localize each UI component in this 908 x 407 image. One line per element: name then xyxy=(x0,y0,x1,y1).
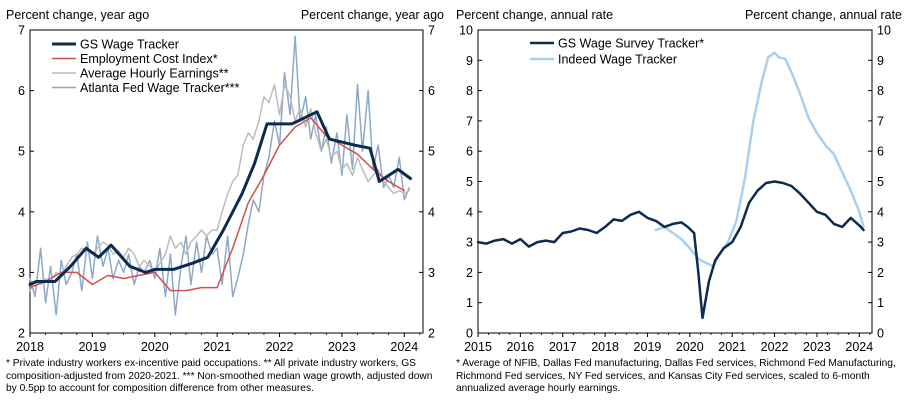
right-y-tick-label-right: 8 xyxy=(877,84,884,98)
left-y-tick-label-left: 6 xyxy=(18,84,25,98)
right-x-tick-label: 2015 xyxy=(464,340,492,354)
right-series-line-indeed-wage-tracker xyxy=(654,51,865,268)
right-wage-chart: 0 0 1 1 2 2 3 3 4 4 5 5 6 6 7 7 8 8 9 9 10 10 2015 2016 2017 2018… xyxy=(459,24,891,355)
right-y-tick-label-right: 7 xyxy=(877,114,884,128)
left-legend-label-atlanta-fed-wage-tracker: Atlanta Fed Wage Tracker*** xyxy=(80,81,239,95)
right-y-tick-label-left: 9 xyxy=(466,54,473,68)
left-x-tick-label: 2021 xyxy=(203,340,231,354)
left-series-line-gs-wage-tracker xyxy=(28,110,412,286)
left-x-tick-label: 2022 xyxy=(266,340,294,354)
right-y-tick-label-right: 9 xyxy=(877,54,884,68)
right-y-tick-label-left: 4 xyxy=(466,205,473,219)
left-y-tick-label-right: 3 xyxy=(428,266,435,280)
right-y-tick-label-left: 3 xyxy=(466,236,473,250)
left-chart-right-axis-title: Percent change, year ago xyxy=(301,8,444,22)
left-plot-frame xyxy=(29,29,424,334)
left-y-tick-label-left: 2 xyxy=(18,327,25,341)
right-x-tick-label: 2017 xyxy=(549,340,577,354)
right-y-tick-label-right: 1 xyxy=(877,296,884,310)
left-y-tick-label-right: 4 xyxy=(428,205,435,219)
right-x-tick-label: 2023 xyxy=(803,340,831,354)
right-y-tick-label-left: 6 xyxy=(466,145,473,159)
right-y-tick-label-left: 10 xyxy=(459,24,473,38)
left-chart-left-axis-title: Percent change, year ago xyxy=(6,8,149,22)
right-y-tick-label-right: 6 xyxy=(877,145,884,159)
left-series-line-employment-cost-index xyxy=(29,117,406,292)
right-y-tick-label-right: 3 xyxy=(877,236,884,250)
left-y-tick-label-left: 4 xyxy=(18,205,25,219)
left-x-tick-label: 2024 xyxy=(390,340,418,354)
left-legend-label-employment-cost-index: Employment Cost Index* xyxy=(80,52,218,66)
right-chart-right-axis-title: Percent change, annual rate xyxy=(745,8,902,22)
right-x-tick-label: 2021 xyxy=(718,340,746,354)
right-y-tick-label-left: 8 xyxy=(466,84,473,98)
left-y-tick-label-right: 5 xyxy=(428,145,435,159)
right-y-tick-label-left: 2 xyxy=(466,266,473,280)
right-y-tick-label-left: 5 xyxy=(466,175,473,189)
right-series-line-gs-wage-survey-tracker xyxy=(476,180,865,320)
right-y-tick-label-right: 10 xyxy=(877,24,891,38)
right-y-tick-label-right: 4 xyxy=(877,205,884,219)
right-x-tick-label: 2019 xyxy=(634,340,662,354)
left-legend-label-average-hourly-earnings: Average Hourly Earnings** xyxy=(80,67,229,81)
right-y-tick-label-right: 2 xyxy=(877,266,884,280)
right-y-tick-label-left: 7 xyxy=(466,114,473,128)
left-x-tick-label: 2018 xyxy=(16,340,44,354)
left-y-tick-label-left: 5 xyxy=(18,145,25,159)
right-y-tick-label-right: 0 xyxy=(877,327,884,341)
right-chart-left-axis-title: Percent change, annual rate xyxy=(456,8,613,22)
left-legend-label-gs-wage-tracker: GS Wage Tracker xyxy=(80,38,179,52)
left-y-tick-label-left: 3 xyxy=(18,266,25,280)
right-y-tick-label-right: 5 xyxy=(877,175,884,189)
left-wage-chart: 2 2 3 3 4 4 5 5 6 6 7 7 2018 2019 2020 2021 2022 2023 2024… xyxy=(16,24,435,355)
right-y-tick-label-left: 1 xyxy=(466,296,473,310)
right-x-tick-label: 2024 xyxy=(845,340,873,354)
left-x-tick-label: 2020 xyxy=(141,340,169,354)
left-x-tick-label: 2023 xyxy=(328,340,356,354)
right-x-tick-label: 2020 xyxy=(676,340,704,354)
right-x-tick-label: 2022 xyxy=(761,340,789,354)
left-y-tick-label-right: 2 xyxy=(428,327,435,341)
right-chart-footnote: * Average of NFIB, Dallas Fed manufactur… xyxy=(456,358,896,395)
right-legend-label-indeed-wage-tracker: Indeed Wage Tracker xyxy=(558,53,677,67)
left-x-tick-label: 2019 xyxy=(78,340,106,354)
right-plot-frame xyxy=(477,29,873,334)
left-series-line-average-hourly-earnings xyxy=(29,83,411,292)
right-legend-label-gs-wage-survey-tracker: GS Wage Survey Tracker* xyxy=(558,37,704,51)
left-y-tick-label-left: 7 xyxy=(18,24,25,38)
left-y-tick-label-right: 6 xyxy=(428,84,435,98)
left-y-tick-label-right: 7 xyxy=(428,24,435,38)
left-series-line-atlanta-fed-wage-tracker xyxy=(29,35,411,316)
right-x-tick-label: 2018 xyxy=(591,340,619,354)
right-y-tick-label-left: 0 xyxy=(466,327,473,341)
right-x-tick-label: 2016 xyxy=(506,340,534,354)
left-chart-footnote: * Private industry workers ex-incentive … xyxy=(6,358,433,395)
